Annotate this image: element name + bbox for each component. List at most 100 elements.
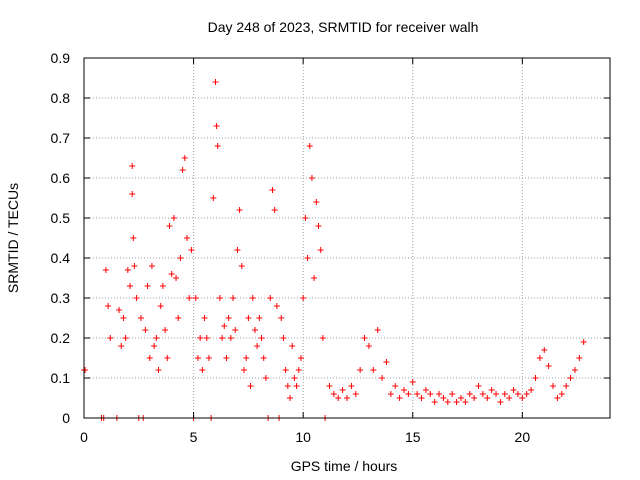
data-point — [436, 391, 443, 397]
data-point — [300, 295, 307, 301]
data-point — [431, 399, 438, 405]
y-tick-label: 0.3 — [51, 290, 71, 306]
data-point — [440, 395, 447, 401]
data-point — [245, 315, 252, 321]
data-point — [400, 387, 407, 393]
data-point — [137, 315, 144, 321]
data-point — [457, 395, 464, 401]
data-point — [162, 327, 169, 333]
data-point — [155, 367, 162, 373]
x-tick-label: 0 — [80, 429, 88, 445]
data-point — [127, 283, 134, 289]
plot-frame — [83, 57, 611, 419]
data-point — [348, 383, 355, 389]
data-point — [302, 215, 309, 221]
data-point — [216, 295, 223, 301]
data-point — [571, 367, 578, 373]
data-point — [251, 327, 258, 333]
data-point — [317, 247, 324, 253]
data-point — [124, 267, 131, 273]
data-point — [567, 375, 574, 381]
data-point — [405, 391, 412, 397]
data-point — [153, 335, 160, 341]
data-point — [205, 355, 212, 361]
data-point — [197, 335, 204, 341]
data-point — [396, 395, 403, 401]
data-point — [157, 303, 164, 309]
data-point — [168, 271, 175, 277]
data-point — [576, 355, 583, 361]
data-point — [306, 143, 313, 149]
data-point — [122, 335, 129, 341]
y-axis-label: SRMTID / TECUs — [5, 183, 21, 293]
data-point — [326, 383, 333, 389]
data-point — [409, 379, 416, 385]
y-tick-label: 0.2 — [51, 330, 71, 346]
data-point — [422, 387, 429, 393]
data-point — [532, 375, 539, 381]
data-points — [81, 79, 587, 421]
x-tick-label: 5 — [190, 429, 198, 445]
data-point — [493, 391, 500, 397]
y-axis-ticks: 0 0.1 0.2 0.3 0.4 0.5 0.6 0.7 0.8 0.9 — [51, 50, 610, 426]
data-point — [284, 383, 291, 389]
data-point — [201, 315, 208, 321]
data-point — [254, 343, 261, 349]
data-point — [449, 391, 456, 397]
data-point — [258, 335, 265, 341]
data-point — [256, 315, 263, 321]
data-point — [173, 275, 180, 281]
data-point — [249, 295, 256, 301]
data-point — [151, 343, 158, 349]
data-point — [523, 391, 530, 397]
data-point — [129, 191, 136, 197]
data-point — [219, 335, 226, 341]
data-point — [102, 267, 109, 273]
x-axis-label: GPS time / hours — [291, 458, 398, 474]
data-point — [116, 307, 123, 313]
data-point — [414, 391, 421, 397]
data-point — [488, 387, 495, 393]
data-point — [262, 375, 269, 381]
data-point — [267, 295, 274, 301]
y-tick-label: 0.6 — [51, 170, 71, 186]
data-point — [427, 391, 434, 397]
data-point — [221, 323, 228, 329]
data-point — [146, 355, 153, 361]
data-point — [260, 355, 267, 361]
data-point — [580, 339, 587, 345]
data-point — [278, 315, 285, 321]
data-point — [188, 247, 195, 253]
data-point — [133, 295, 140, 301]
data-point — [418, 395, 425, 401]
x-axis-ticks: 0 5 10 15 20 — [80, 58, 530, 445]
data-point — [311, 275, 318, 281]
y-tick-label: 0.9 — [51, 50, 71, 66]
data-point — [236, 207, 243, 213]
data-point — [213, 123, 220, 129]
data-point — [120, 315, 127, 321]
data-point — [308, 175, 315, 181]
data-point — [304, 255, 311, 261]
data-point — [210, 195, 217, 201]
data-point — [297, 355, 304, 361]
data-point — [243, 355, 250, 361]
data-point — [370, 367, 377, 373]
data-point — [484, 395, 491, 401]
data-point — [319, 335, 326, 341]
y-tick-label: 0.1 — [51, 370, 71, 386]
data-point — [227, 335, 234, 341]
data-point — [506, 395, 513, 401]
data-point — [550, 383, 557, 389]
y-tick-label: 0.4 — [51, 250, 71, 266]
data-point — [199, 367, 206, 373]
data-point — [295, 367, 302, 373]
data-point — [313, 199, 320, 205]
data-point — [230, 295, 237, 301]
data-point — [164, 355, 171, 361]
y-tick-label: 0.7 — [51, 130, 71, 146]
data-point — [352, 391, 359, 397]
data-point — [212, 79, 219, 85]
data-point — [444, 399, 451, 405]
data-point — [466, 391, 473, 397]
